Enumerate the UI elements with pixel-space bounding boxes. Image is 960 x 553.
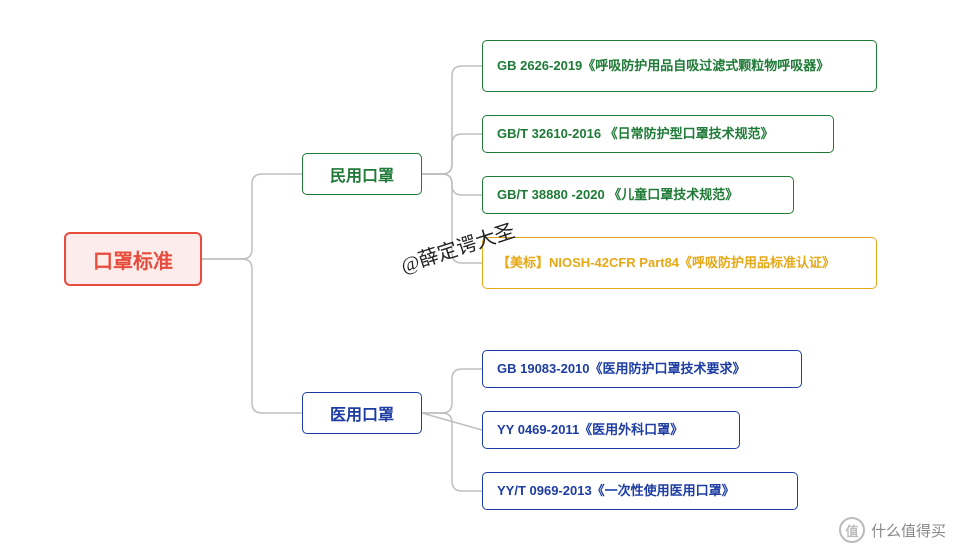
leaf-node-medical-2: YY/T 0969-2013《一次性使用医用口罩》 bbox=[482, 472, 798, 510]
footer-logo-icon: 值 bbox=[839, 517, 865, 543]
leaf-node-civil-1: GB/T 32610-2016 《日常防护型口罩技术规范》 bbox=[482, 115, 834, 153]
leaf-node-medical-1: YY 0469-2011《医用外科口罩》 bbox=[482, 411, 740, 449]
footer-brand: 值 什么值得买 bbox=[839, 517, 946, 543]
footer-label: 什么值得买 bbox=[871, 520, 946, 541]
root-node: 口罩标准 bbox=[64, 232, 202, 286]
leaf-node-medical-0: GB 19083-2010《医用防护口罩技术要求》 bbox=[482, 350, 802, 388]
leaf-node-civil-3: 【美标】NIOSH-42CFR Part84《呼吸防护用品标准认证》 bbox=[482, 237, 877, 289]
category-node-medical: 医用口罩 bbox=[302, 392, 422, 434]
category-node-civil: 民用口罩 bbox=[302, 153, 422, 195]
leaf-node-civil-0: GB 2626-2019《呼吸防护用品自吸过滤式颗粒物呼吸器》 bbox=[482, 40, 877, 92]
leaf-node-civil-2: GB/T 38880 -2020 《儿童口罩技术规范》 bbox=[482, 176, 794, 214]
